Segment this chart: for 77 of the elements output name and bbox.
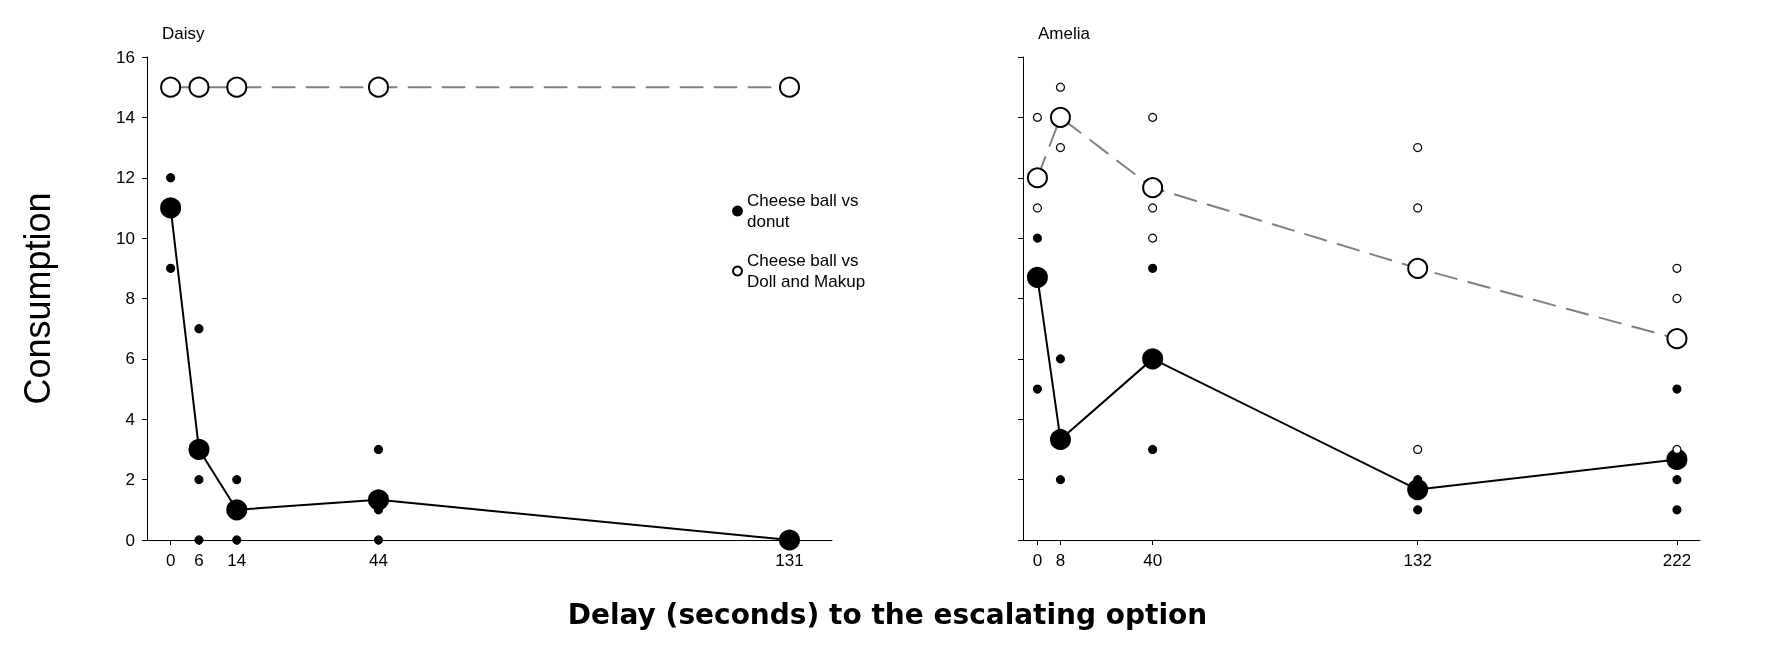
point (1148, 112, 1158, 122)
x-tick-label: 6 (194, 551, 204, 570)
point (1055, 475, 1066, 485)
chart-title: Daisy (162, 24, 206, 43)
point (1142, 348, 1164, 370)
point (1413, 203, 1423, 213)
point (1148, 263, 1158, 273)
y-tick-label: 16 (116, 47, 135, 67)
point (1049, 428, 1071, 450)
x-tick-label: 0 (165, 551, 176, 570)
point (226, 499, 248, 521)
y-tick-label: 8 (125, 289, 135, 308)
x-tick-label: 222 (1662, 551, 1692, 570)
point (166, 263, 176, 273)
point (188, 438, 210, 460)
point (1049, 106, 1071, 128)
point (1055, 354, 1066, 364)
point (779, 529, 800, 551)
y-tick-label: 2 (125, 470, 135, 490)
point (1672, 293, 1682, 304)
x-tick-label: 14 (227, 551, 247, 570)
point (1672, 444, 1682, 455)
point (232, 475, 242, 485)
x-tick-label: 8 (1055, 551, 1066, 570)
point (194, 475, 204, 485)
point (1026, 266, 1048, 288)
legend-label: Cheese ball vs Doll and Makup (747, 251, 866, 291)
point (194, 324, 204, 334)
point (373, 444, 384, 455)
point (1413, 505, 1423, 515)
point (1666, 448, 1688, 470)
point (1666, 328, 1688, 350)
point (1032, 112, 1042, 122)
y-tick-label: 6 (125, 349, 135, 369)
point (1407, 479, 1429, 501)
point (373, 535, 384, 545)
point (1032, 233, 1042, 243)
point (160, 76, 182, 98)
point (1413, 444, 1423, 455)
point (1413, 142, 1423, 153)
point (1026, 167, 1048, 189)
point (188, 76, 210, 98)
point (1148, 233, 1158, 243)
point (160, 197, 182, 219)
y-axis-title: Consumption (16, 192, 58, 405)
point (1148, 444, 1158, 455)
point (1032, 203, 1042, 213)
legend-label: Cheese ball vs donut (747, 191, 864, 231)
point (368, 76, 389, 98)
y-tick-label: 14 (116, 107, 135, 127)
point (368, 489, 389, 511)
point (232, 535, 242, 545)
point (1032, 384, 1042, 394)
x-tick-label: 0 (1032, 551, 1043, 570)
point (1055, 142, 1066, 153)
y-tick-label: 12 (116, 168, 135, 188)
point (1672, 475, 1682, 485)
point (1672, 384, 1682, 394)
point (226, 76, 248, 98)
x-tick-label: 131 (775, 551, 804, 570)
point (1142, 177, 1164, 199)
point (194, 535, 204, 545)
point (1672, 505, 1682, 515)
point (166, 173, 176, 183)
point (1407, 257, 1429, 279)
x-tick-label: 132 (1403, 551, 1432, 570)
x-axis-title: Delay (seconds) to the escalating option (566, 598, 1209, 631)
x-tick-label: 40 (1143, 551, 1163, 570)
y-tick-label: 10 (116, 228, 135, 248)
y-tick-label: 0 (125, 530, 135, 550)
chart-title: Amelia (1038, 24, 1091, 43)
point (779, 76, 800, 98)
y-tick-label: 4 (125, 409, 135, 429)
point (1148, 203, 1158, 213)
point (1055, 82, 1066, 92)
x-tick-label: 44 (369, 551, 388, 570)
point (1672, 263, 1682, 273)
